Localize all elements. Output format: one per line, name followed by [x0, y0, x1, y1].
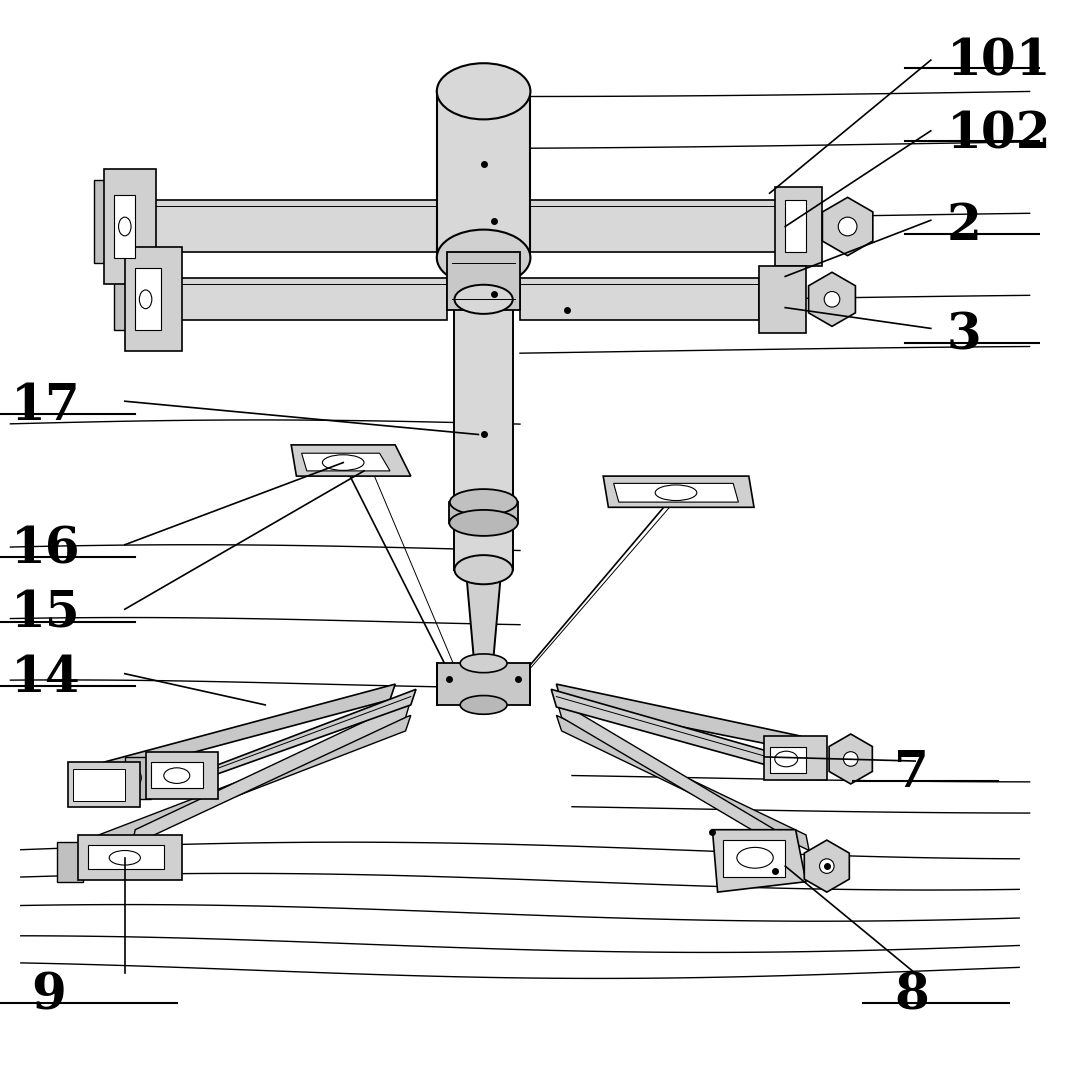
Ellipse shape: [824, 292, 840, 307]
Ellipse shape: [843, 752, 858, 766]
Polygon shape: [114, 257, 129, 331]
Polygon shape: [302, 453, 389, 471]
Polygon shape: [73, 769, 125, 800]
Ellipse shape: [455, 555, 513, 584]
Ellipse shape: [449, 489, 518, 515]
Polygon shape: [465, 570, 501, 663]
Text: 101: 101: [946, 38, 1051, 86]
Polygon shape: [146, 752, 218, 798]
Polygon shape: [132, 700, 411, 845]
Text: 9: 9: [31, 971, 66, 1021]
Text: 17: 17: [11, 382, 80, 431]
Ellipse shape: [655, 485, 697, 501]
Polygon shape: [98, 684, 395, 778]
Polygon shape: [437, 663, 531, 705]
Polygon shape: [769, 746, 806, 772]
Polygon shape: [775, 187, 822, 266]
Polygon shape: [437, 92, 531, 257]
Ellipse shape: [437, 229, 531, 285]
Ellipse shape: [109, 851, 140, 865]
Polygon shape: [125, 757, 151, 798]
Ellipse shape: [437, 64, 531, 120]
Ellipse shape: [119, 218, 131, 236]
Ellipse shape: [449, 509, 518, 536]
Polygon shape: [551, 689, 775, 767]
Ellipse shape: [139, 290, 152, 309]
Polygon shape: [556, 715, 809, 851]
Polygon shape: [556, 700, 778, 845]
Polygon shape: [89, 845, 165, 869]
Ellipse shape: [164, 768, 189, 783]
Polygon shape: [104, 169, 156, 283]
Polygon shape: [78, 835, 182, 880]
Text: 2: 2: [946, 202, 981, 251]
Polygon shape: [151, 763, 203, 788]
Polygon shape: [93, 180, 109, 263]
Polygon shape: [57, 842, 83, 882]
Text: 3: 3: [946, 311, 981, 360]
Polygon shape: [509, 200, 791, 252]
Polygon shape: [449, 502, 518, 523]
Polygon shape: [135, 268, 162, 331]
Ellipse shape: [129, 770, 141, 785]
Ellipse shape: [820, 858, 835, 873]
Ellipse shape: [460, 654, 507, 673]
Polygon shape: [146, 200, 437, 252]
Polygon shape: [603, 476, 754, 507]
Polygon shape: [760, 266, 806, 333]
Ellipse shape: [775, 751, 798, 767]
Text: 15: 15: [11, 590, 80, 639]
Polygon shape: [95, 715, 411, 851]
Ellipse shape: [322, 454, 364, 471]
Ellipse shape: [455, 284, 513, 313]
Polygon shape: [455, 299, 513, 570]
Polygon shape: [713, 829, 806, 892]
Text: 8: 8: [895, 971, 929, 1021]
Polygon shape: [520, 279, 760, 320]
Polygon shape: [167, 279, 447, 320]
Polygon shape: [193, 689, 416, 783]
Polygon shape: [556, 684, 806, 752]
Polygon shape: [114, 195, 135, 257]
Polygon shape: [447, 252, 520, 310]
Ellipse shape: [737, 848, 774, 868]
Polygon shape: [764, 736, 827, 780]
Polygon shape: [67, 763, 140, 807]
Text: 14: 14: [11, 655, 80, 703]
Ellipse shape: [91, 778, 117, 793]
Polygon shape: [291, 445, 411, 476]
Ellipse shape: [460, 696, 507, 714]
Ellipse shape: [474, 659, 493, 668]
Text: 7: 7: [895, 749, 929, 798]
Polygon shape: [613, 484, 738, 502]
Text: 102: 102: [946, 111, 1051, 159]
Polygon shape: [723, 840, 785, 877]
Polygon shape: [785, 200, 806, 252]
Polygon shape: [125, 248, 182, 351]
Ellipse shape: [838, 218, 857, 236]
Text: 16: 16: [11, 526, 80, 574]
